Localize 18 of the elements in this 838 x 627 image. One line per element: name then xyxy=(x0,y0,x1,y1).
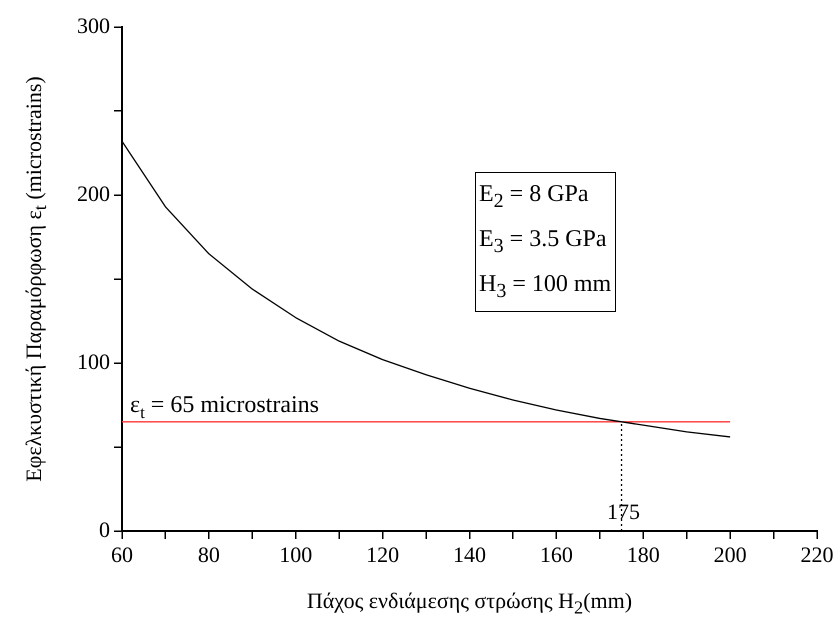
x-tick-label: 160 xyxy=(540,542,573,567)
x-tick-label: 180 xyxy=(626,542,660,567)
x-tick-label: 140 xyxy=(453,542,486,567)
y-tick-label: 200 xyxy=(77,180,110,206)
y-tick-label: 0 xyxy=(99,516,110,542)
annotation: E$_{2}$ = 8 GPa xyxy=(479,180,590,214)
y-tick-label: 100 xyxy=(77,348,110,374)
annotation: E$_{3}$ = 3.5 GPa xyxy=(479,224,608,259)
x-tick-label: 60 xyxy=(111,542,133,567)
x-axis-title: Πάχος ενδιάμεσης στρώσης H$_{2}$(mm) xyxy=(306,588,634,618)
annotation: 175 xyxy=(607,499,640,524)
x-tick-label: 80 xyxy=(198,542,220,567)
y-tick-label: 300 xyxy=(77,12,110,38)
x-tick-label: 120 xyxy=(366,542,400,567)
annotation: H$_{3}$ = 100 mm xyxy=(479,270,612,304)
x-tick-label: 100 xyxy=(279,542,312,567)
x-tick-label: 200 xyxy=(714,542,747,567)
x-tick-label: 220 xyxy=(800,542,834,567)
